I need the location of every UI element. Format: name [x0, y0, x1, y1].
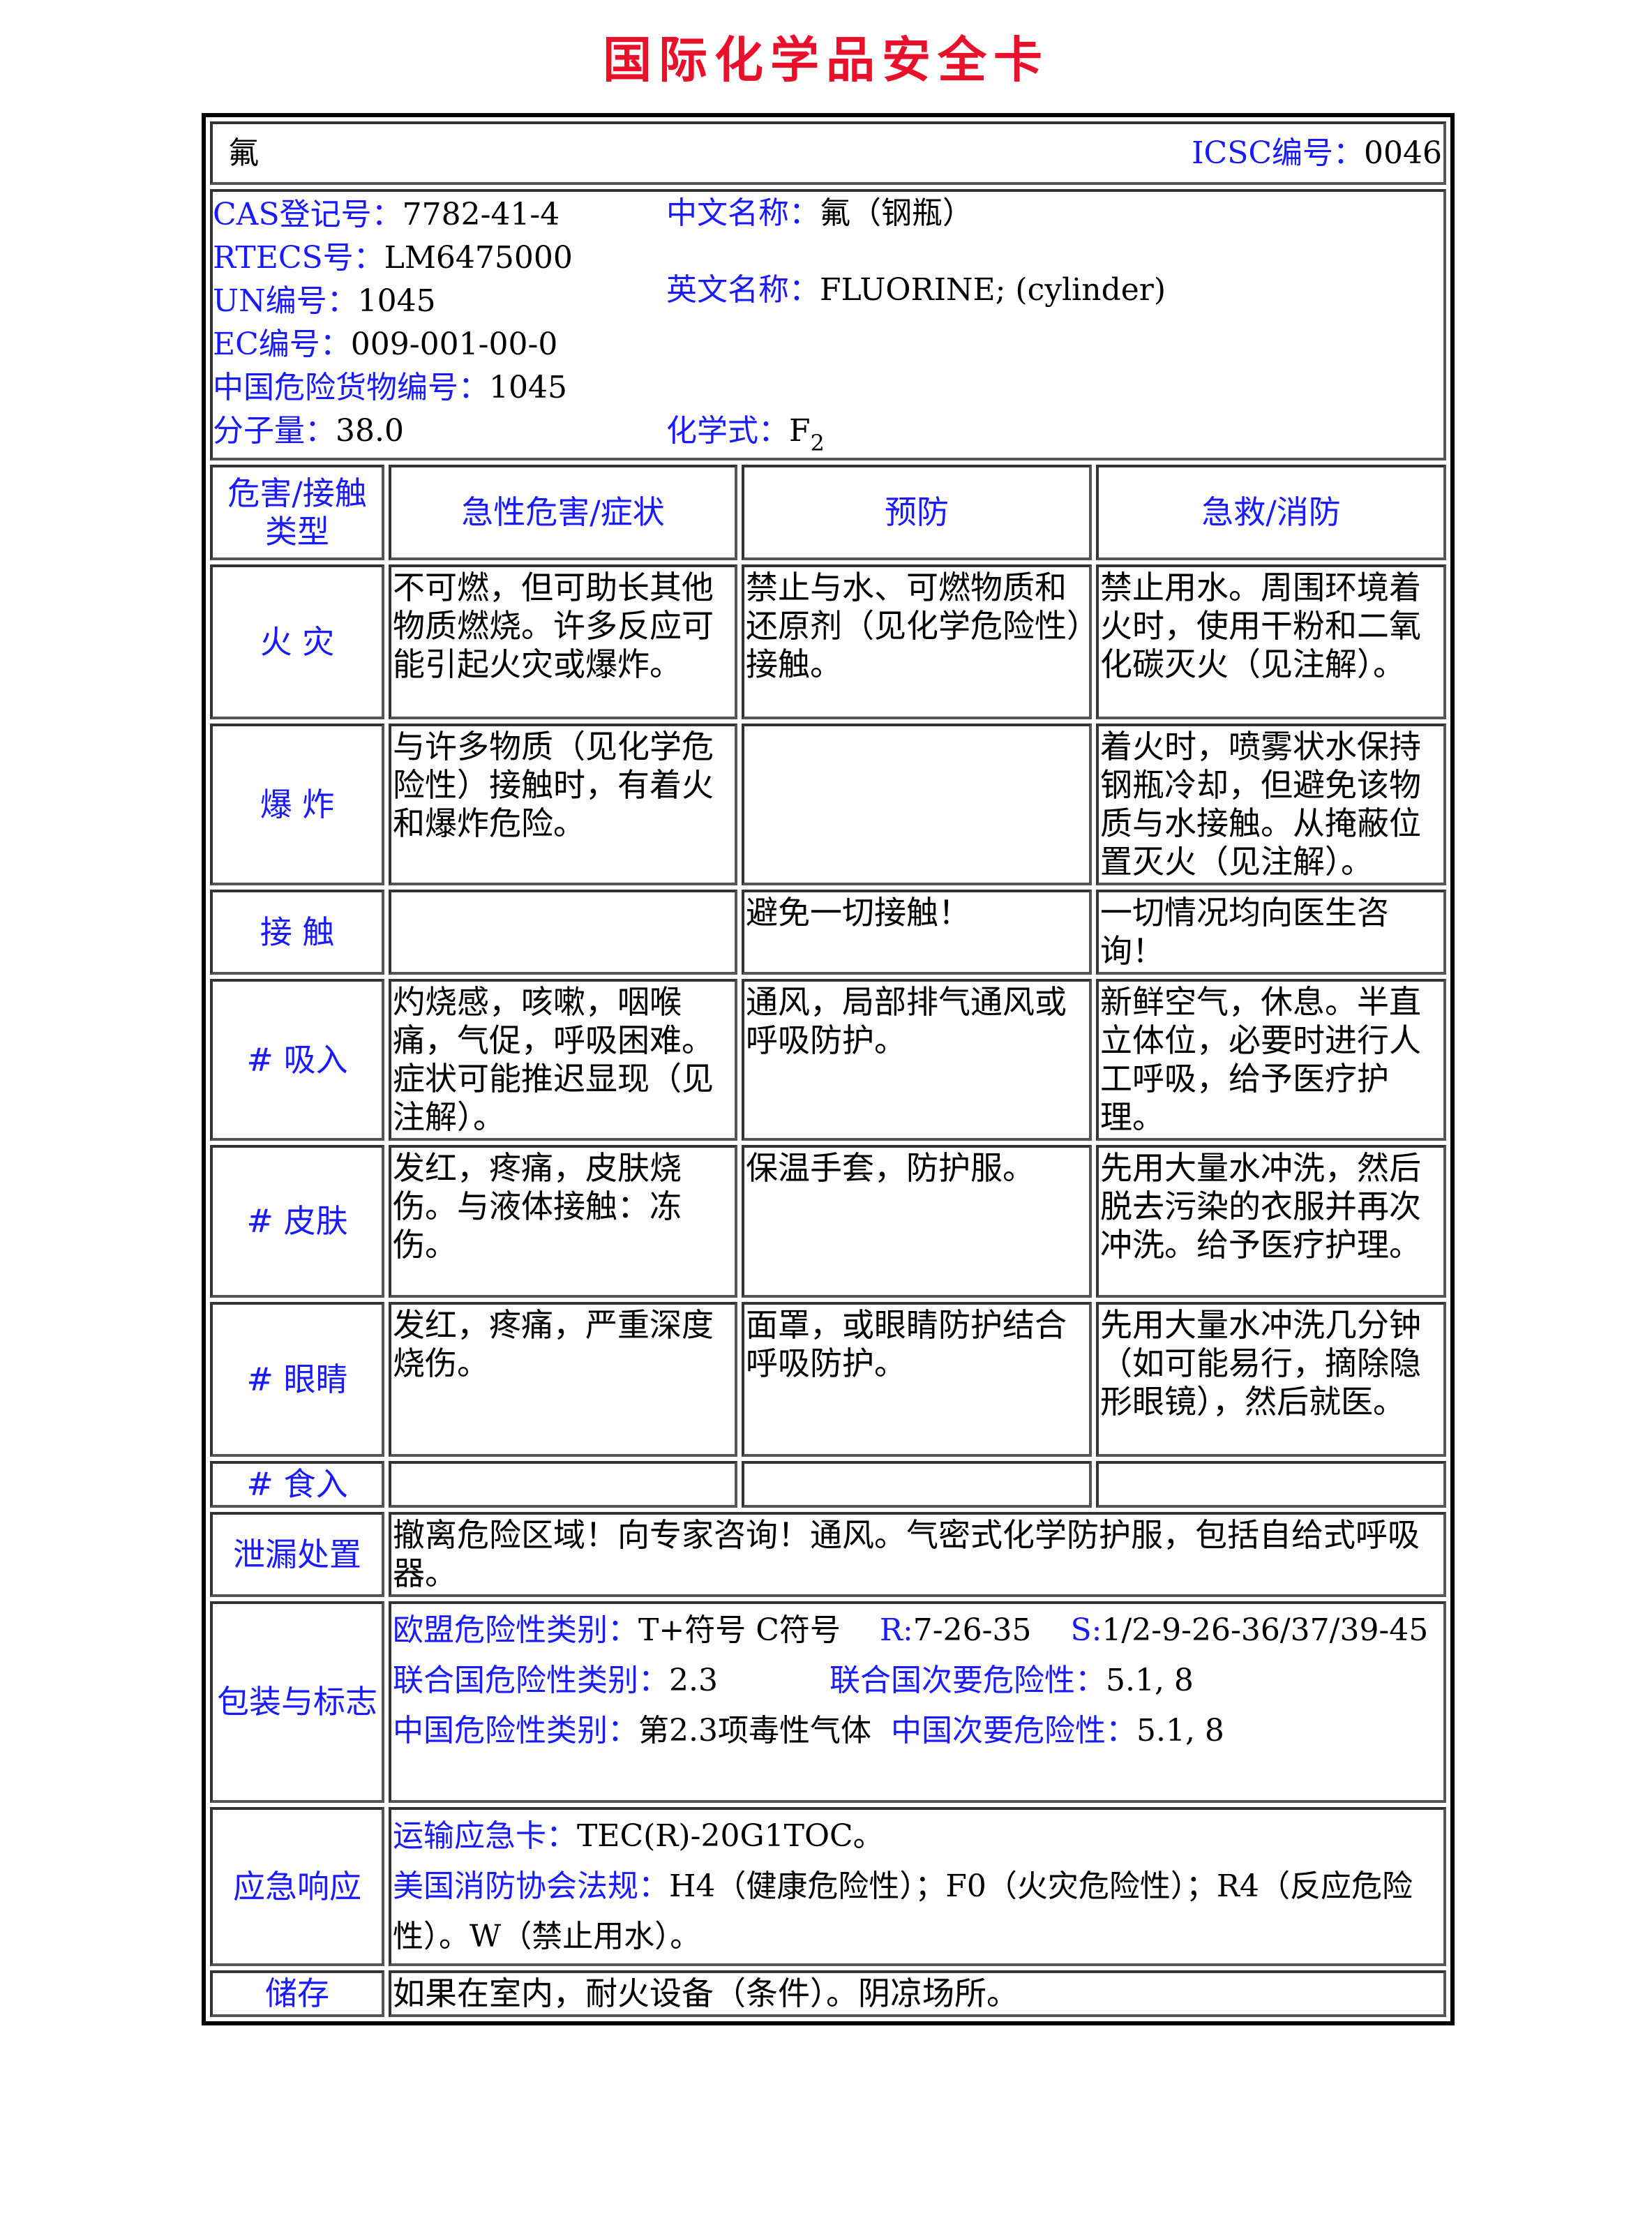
table-row: 爆 炸 与许多物质（见化学危险性）接触时，有着火和爆炸危险。 着火时，喷雾状水保… — [210, 724, 1446, 885]
cn-name: 中文名称：氟（钢瓶） — [666, 195, 973, 231]
identification-row: CAS登记号：7782-41-4 RTECS号：LM6475000 UN编号：1… — [210, 189, 1446, 460]
row-hazard: 不可燃，但可助长其他物质燃烧。许多反应可能引起火灾或爆炸。 — [389, 564, 737, 719]
page-title: 国际化学品安全卡 — [603, 31, 1049, 89]
row-type: 火 灾 — [210, 564, 384, 719]
row-prevention: 面罩，或眼睛防护结合呼吸防护。 — [742, 1302, 1092, 1457]
col-header-prevention: 预防 — [742, 465, 1092, 560]
row-first-aid: 先用大量水冲洗几分钟（如可能易行，摘除隐形眼镜），然后就医。 — [1096, 1302, 1446, 1457]
emergency-label: 应急响应 — [210, 1807, 384, 1966]
table-row: # 眼睛 发红，疼痛，严重深度烧伤。 面罩，或眼睛防护结合呼吸防护。 先用大量水… — [210, 1302, 1446, 1457]
un-number: UN编号：1045 — [213, 283, 436, 319]
row-hazard — [389, 1461, 737, 1508]
storage-text: 如果在室内，耐火设备（条件）。阴凉场所。 — [389, 1970, 1446, 2017]
table-row: 火 灾 不可燃，但可助长其他物质燃烧。许多反应可能引起火灾或爆炸。 禁止与水、可… — [210, 564, 1446, 719]
header-row: 氟 ICSC编号：0046 — [210, 121, 1446, 185]
row-type: # 吸入 — [210, 979, 384, 1141]
storage-row: 储存 如果在室内，耐火设备（条件）。阴凉场所。 — [210, 1970, 1446, 2017]
table-row: # 食入 — [210, 1461, 1446, 1508]
spill-row: 泄漏处置 撤离危险区域！向专家咨询！通风。气密式化学防护服，包括自给式呼吸器。 — [210, 1512, 1446, 1597]
emergency-row: 应急响应 运输应急卡：TEC(R)-20G1TOC。 美国消防协会法规：H4（健… — [210, 1807, 1446, 1966]
row-first-aid: 着火时，喷雾状水保持钢瓶冷却，但避免该物质与水接触。从掩蔽位置灭火（见注解）。 — [1096, 724, 1446, 885]
row-hazard: 发红，疼痛，严重深度烧伤。 — [389, 1302, 737, 1457]
row-hazard: 灼烧感，咳嗽，咽喉痛，气促，呼吸困难。症状可能推迟显现（见注解）。 — [389, 979, 737, 1141]
col-header-first-aid: 急救/消防 — [1096, 465, 1446, 560]
ec-number: EC编号：009-001-00-0 — [213, 327, 558, 362]
en-name: 英文名称：FLUORINE; (cylinder) — [666, 272, 1166, 308]
cas-number: CAS登记号：7782-41-4 — [213, 197, 560, 232]
nfpa-code: 美国消防协会法规：H4（健康危险性）；F0（火灾危险性）；R4（反应危险性）。W… — [393, 1868, 1413, 1954]
cn-dg-number: 中国危险货物编号：1045 — [213, 370, 567, 405]
molecular-weight: 分子量：38.0 — [213, 413, 404, 449]
col-header-type: 危害/接触类型 — [210, 465, 384, 560]
icsc-number: ICSC编号：0046 — [1192, 135, 1442, 171]
rtecs-number: RTECS号：LM6475000 — [213, 240, 573, 276]
row-type: # 食入 — [210, 1461, 384, 1508]
row-hazard: 与许多物质（见化学危险性）接触时，有着火和爆炸危险。 — [389, 724, 737, 885]
safety-card-table: 氟 ICSC编号：0046 CAS登记号：7782-41-4 RTECS号：LM… — [202, 113, 1455, 2025]
row-type: # 皮肤 — [210, 1145, 384, 1298]
cn-classification: 中国危险性类别：第2.3项毒性气体 中国次要危险性：5.1, 8 — [393, 1713, 1224, 1748]
un-classification: 联合国危险性类别：2.3 联合国次要危险性：5.1, 8 — [393, 1663, 1194, 1698]
row-prevention — [742, 1461, 1092, 1508]
table-row: # 吸入 灼烧感，咳嗽，咽喉痛，气促，呼吸困难。症状可能推迟显现（见注解）。 通… — [210, 979, 1446, 1141]
spill-text: 撤离危险区域！向专家咨询！通风。气密式化学防护服，包括自给式呼吸器。 — [389, 1512, 1446, 1597]
transport-card: 运输应急卡：TEC(R)-20G1TOC。 — [393, 1818, 884, 1854]
row-hazard: 发红，疼痛，皮肤烧伤。与液体接触：冻伤。 — [389, 1145, 737, 1298]
storage-label: 储存 — [210, 1970, 384, 2017]
row-type: 爆 炸 — [210, 724, 384, 885]
row-type: # 眼睛 — [210, 1302, 384, 1457]
column-header-row: 危害/接触类型 急性危害/症状 预防 急救/消防 — [210, 465, 1446, 560]
row-prevention: 避免一切接触！ — [742, 890, 1092, 975]
packaging-row: 包装与标志 欧盟危险性类别：T+符号 C符号 R:7-26-35 S:1/2-9… — [210, 1601, 1446, 1803]
row-prevention: 保温手套，防护服。 — [742, 1145, 1092, 1298]
col-header-hazard: 急性危害/症状 — [389, 465, 737, 560]
row-prevention: 禁止与水、可燃物质和还原剂（见化学危险性）接触。 — [742, 564, 1092, 719]
row-first-aid: 一切情况均向医生咨询！ — [1096, 890, 1446, 975]
chemical-name: 氟 — [228, 135, 259, 171]
row-prevention — [742, 724, 1092, 885]
row-type: 接 触 — [210, 890, 384, 975]
row-hazard — [389, 890, 737, 975]
row-first-aid: 新鲜空气，休息。半直立体位，必要时进行人工呼吸，给予医疗护理。 — [1096, 979, 1446, 1141]
row-first-aid — [1096, 1461, 1446, 1508]
eu-classification: 欧盟危险性类别：T+符号 C符号 R:7-26-35 S:1/2-9-26-36… — [393, 1612, 1429, 1648]
table-row: 接 触 避免一切接触！ 一切情况均向医生咨询！ — [210, 890, 1446, 975]
table-row: # 皮肤 发红，疼痛，皮肤烧伤。与液体接触：冻伤。 保温手套，防护服。 先用大量… — [210, 1145, 1446, 1298]
spill-label: 泄漏处置 — [210, 1512, 384, 1597]
chemical-formula: 化学式：F2 — [666, 413, 825, 456]
row-first-aid: 先用大量水冲洗，然后脱去污染的衣服并再次冲洗。给予医疗护理。 — [1096, 1145, 1446, 1298]
row-prevention: 通风，局部排气通风或呼吸防护。 — [742, 979, 1092, 1141]
packaging-label: 包装与标志 — [210, 1601, 384, 1803]
row-first-aid: 禁止用水。周围环境着火时，使用干粉和二氧化碳灭火（见注解）。 — [1096, 564, 1446, 719]
